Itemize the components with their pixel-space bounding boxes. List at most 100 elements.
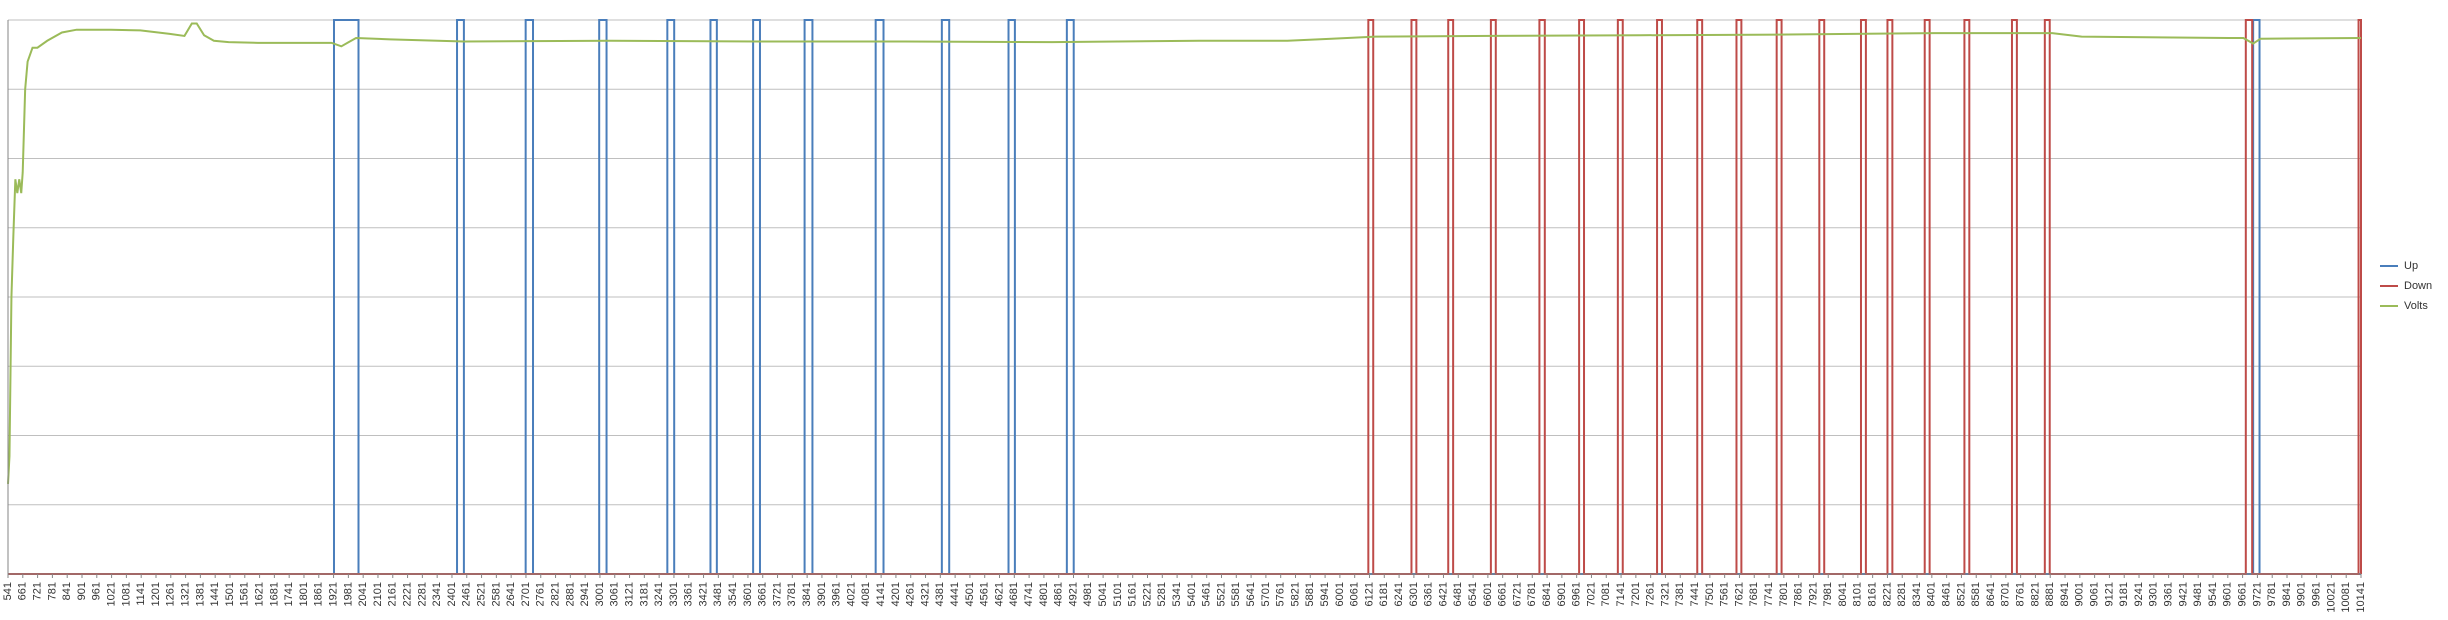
legend-item-up: Up bbox=[2380, 256, 2444, 276]
x-tick-label: 2521 bbox=[475, 582, 487, 606]
x-tick-label: 6901 bbox=[1556, 582, 1568, 606]
x-tick-label: 5041 bbox=[1097, 582, 1109, 606]
x-tick-label: 7621 bbox=[1733, 582, 1745, 606]
x-tick-label: 9181 bbox=[2118, 582, 2130, 606]
x-tick-label: 4381 bbox=[934, 582, 946, 606]
x-tick-label: 3721 bbox=[771, 582, 783, 606]
x-tick-label: 4441 bbox=[949, 582, 961, 606]
x-tick-label: 2581 bbox=[490, 582, 502, 606]
x-tick-label: 8281 bbox=[1896, 582, 1908, 606]
x-tick-label: 9361 bbox=[2163, 582, 2175, 606]
x-tick-label: 2101 bbox=[372, 582, 384, 606]
x-tick-label: 7141 bbox=[1615, 582, 1627, 606]
x-tick-label: 9901 bbox=[2296, 582, 2308, 606]
x-tick-label: 2221 bbox=[401, 582, 413, 606]
x-tick-label: 541 bbox=[2, 582, 14, 600]
legend-label: Volts bbox=[2404, 300, 2428, 312]
x-tick-label: 2701 bbox=[520, 582, 532, 606]
x-tick-label: 5401 bbox=[1186, 582, 1198, 606]
x-tick-label: 8821 bbox=[2029, 582, 2041, 606]
x-tick-label: 7981 bbox=[1822, 582, 1834, 606]
x-tick-label: 10021 bbox=[2325, 582, 2337, 613]
x-tick-label: 8761 bbox=[2015, 582, 2027, 606]
legend-swatch bbox=[2380, 305, 2398, 307]
x-tick-label: 7261 bbox=[1645, 582, 1657, 606]
x-tick-label: 10081 bbox=[2340, 582, 2352, 613]
x-tick-label: 6661 bbox=[1497, 582, 1509, 606]
x-tick-label: 6541 bbox=[1467, 582, 1479, 606]
x-tick-label: 1201 bbox=[150, 582, 162, 606]
x-tick-label: 4021 bbox=[845, 582, 857, 606]
x-tick-label: 3241 bbox=[653, 582, 665, 606]
x-tick-label: 3061 bbox=[609, 582, 621, 606]
x-tick-label: 3541 bbox=[727, 582, 739, 606]
x-tick-label: 7561 bbox=[1719, 582, 1731, 606]
x-tick-label: 3421 bbox=[697, 582, 709, 606]
x-tick-label: 9841 bbox=[2281, 582, 2293, 606]
x-tick-label: 3601 bbox=[742, 582, 754, 606]
x-tick-label: 1981 bbox=[342, 582, 354, 606]
x-tick-label: 5161 bbox=[1127, 582, 1139, 606]
x-tick-label: 4741 bbox=[1023, 582, 1035, 606]
series-line-volts bbox=[7, 22, 2362, 485]
x-tick-label: 4261 bbox=[905, 582, 917, 606]
x-tick-label: 781 bbox=[46, 582, 58, 600]
x-tick-label: 6961 bbox=[1571, 582, 1583, 606]
x-tick-label: 9121 bbox=[2103, 582, 2115, 606]
x-tick-label: 3121 bbox=[623, 582, 635, 606]
x-tick-label: 2401 bbox=[446, 582, 458, 606]
x-tick-label: 1861 bbox=[313, 582, 325, 606]
x-tick-label: 8461 bbox=[1941, 582, 1953, 606]
x-tick-label: 2761 bbox=[535, 582, 547, 606]
x-tick-label: 2341 bbox=[431, 582, 443, 606]
x-tick-label: 7501 bbox=[1704, 582, 1716, 606]
x-tick-label: 7021 bbox=[1585, 582, 1597, 606]
x-tick-label: 9421 bbox=[2177, 582, 2189, 606]
x-tick-label: 4861 bbox=[1053, 582, 1065, 606]
x-tick-label: 9781 bbox=[2266, 582, 2278, 606]
x-tick-label: 5221 bbox=[1141, 582, 1153, 606]
x-tick-label: 9541 bbox=[2207, 582, 2219, 606]
x-tick-label: 8341 bbox=[1911, 582, 1923, 606]
x-tick-label: 5461 bbox=[1201, 582, 1213, 606]
x-tick-label: 1681 bbox=[268, 582, 280, 606]
x-tick-label: 1261 bbox=[165, 582, 177, 606]
x-tick-label: 1141 bbox=[135, 582, 147, 606]
x-tick-label: 7201 bbox=[1630, 582, 1642, 606]
x-tick-label: 10141 bbox=[2355, 582, 2367, 613]
axis-layer: 541 661 721 781 841 901 961 1021 1081 1141 1201 126… bbox=[2, 20, 2367, 613]
x-tick-label: 4141 bbox=[875, 582, 887, 606]
x-tick-label: 5941 bbox=[1319, 582, 1331, 606]
x-tick-label: 7741 bbox=[1763, 582, 1775, 606]
x-tick-label: 5521 bbox=[1215, 582, 1227, 606]
x-tick-label: 5101 bbox=[1112, 582, 1124, 606]
x-tick-label: 5641 bbox=[1245, 582, 1257, 606]
x-tick-label: 901 bbox=[76, 582, 88, 600]
x-tick-label: 3901 bbox=[816, 582, 828, 606]
x-tick-label: 2281 bbox=[416, 582, 428, 606]
x-tick-label: 9481 bbox=[2192, 582, 2204, 606]
x-tick-label: 2461 bbox=[461, 582, 473, 606]
x-tick-label: 8101 bbox=[1852, 582, 1864, 606]
x-tick-label: 4621 bbox=[993, 582, 1005, 606]
x-tick-label: 4081 bbox=[860, 582, 872, 606]
x-tick-label: 1801 bbox=[298, 582, 310, 606]
x-tick-label: 1021 bbox=[105, 582, 117, 606]
x-tick-label: 4321 bbox=[919, 582, 931, 606]
x-tick-label: 2941 bbox=[579, 582, 591, 606]
x-tick-label: 3961 bbox=[831, 582, 843, 606]
x-tick-label: 3781 bbox=[786, 582, 798, 606]
x-tick-label: 3481 bbox=[712, 582, 724, 606]
x-tick-label: 1321 bbox=[179, 582, 191, 606]
x-tick-label: 6181 bbox=[1378, 582, 1390, 606]
x-tick-label: 3661 bbox=[757, 582, 769, 606]
x-tick-label: 8701 bbox=[2000, 582, 2012, 606]
x-tick-label: 6721 bbox=[1511, 582, 1523, 606]
x-tick-label: 8521 bbox=[1955, 582, 1967, 606]
grid-layer bbox=[8, 19, 2361, 506]
x-tick-label: 2041 bbox=[357, 582, 369, 606]
x-tick-label: 6001 bbox=[1334, 582, 1346, 606]
x-tick-label: 4921 bbox=[1067, 582, 1079, 606]
x-tick-label: 6601 bbox=[1482, 582, 1494, 606]
